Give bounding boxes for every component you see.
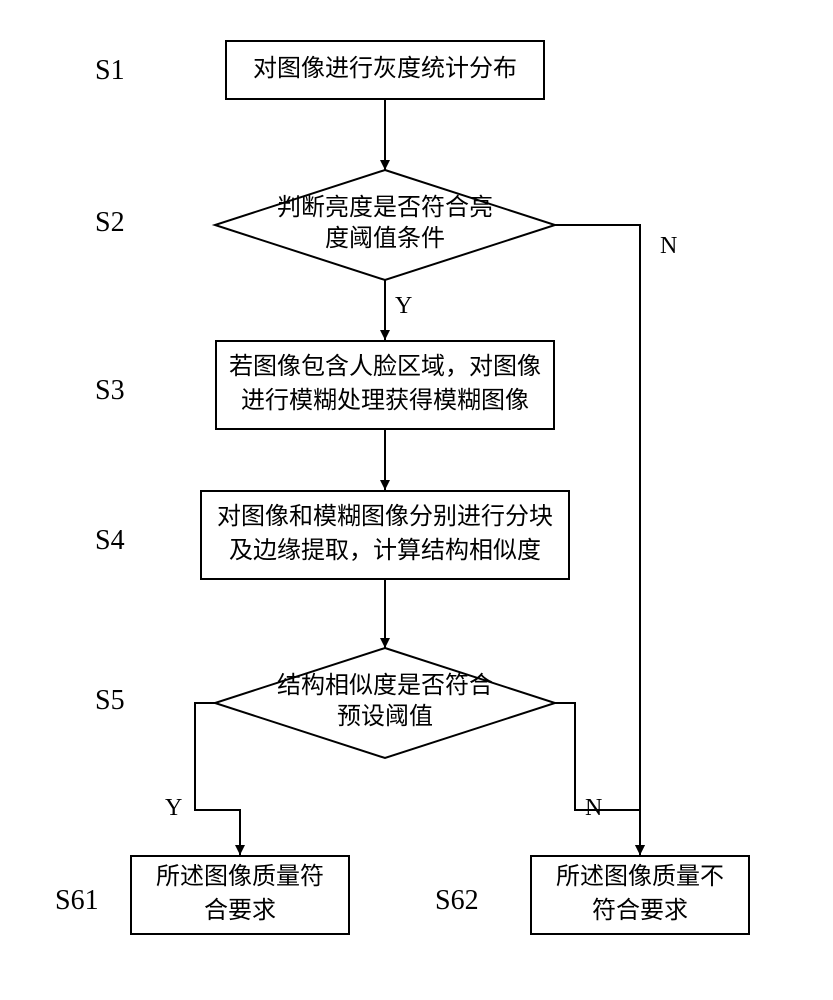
step-label-s61: S61 — [55, 885, 99, 917]
edge-s5-s62 — [555, 703, 640, 855]
terminal-s61-line2: 合要求 — [204, 895, 276, 929]
step-label-s62: S62 — [435, 885, 479, 917]
edge-s5-s61 — [195, 703, 240, 855]
terminal-s62-line2: 符合要求 — [592, 895, 688, 929]
step-label-s2: S2 — [95, 207, 125, 239]
process-s4-line1: 对图像和模糊图像分别进行分块 — [217, 501, 553, 535]
terminal-s61: 所述图像质量符 合要求 — [130, 855, 350, 935]
edge-label-s2-y: Y — [395, 293, 412, 320]
process-s3: 若图像包含人脸区域，对图像 进行模糊处理获得模糊图像 — [215, 340, 555, 430]
terminal-s61-line1: 所述图像质量符 — [156, 861, 324, 895]
step-label-s5: S5 — [95, 685, 125, 717]
edge-label-s2-n: N — [660, 233, 677, 260]
edge-label-s5-n: N — [585, 795, 602, 822]
flowchart-canvas: S1 S2 S3 S4 S5 S61 S62 对图像进行灰度统计分布 判断亮度是… — [0, 0, 833, 1000]
step-label-s4: S4 — [95, 525, 125, 557]
process-s1: 对图像进行灰度统计分布 — [225, 40, 545, 100]
process-s4-line2: 及边缘提取，计算结构相似度 — [229, 535, 541, 569]
edge-label-s5-y: Y — [165, 795, 182, 822]
process-s3-line1: 若图像包含人脸区域，对图像 — [229, 351, 541, 385]
process-s4: 对图像和模糊图像分别进行分块 及边缘提取，计算结构相似度 — [200, 490, 570, 580]
process-s3-line2: 进行模糊处理获得模糊图像 — [241, 385, 529, 419]
step-label-s1: S1 — [95, 55, 125, 87]
decision-s5-shape — [215, 648, 555, 758]
step-label-s3: S3 — [95, 375, 125, 407]
terminal-s62: 所述图像质量不 符合要求 — [530, 855, 750, 935]
decision-s2-shape — [215, 170, 555, 280]
process-s1-text: 对图像进行灰度统计分布 — [253, 53, 517, 87]
terminal-s62-line1: 所述图像质量不 — [556, 861, 724, 895]
